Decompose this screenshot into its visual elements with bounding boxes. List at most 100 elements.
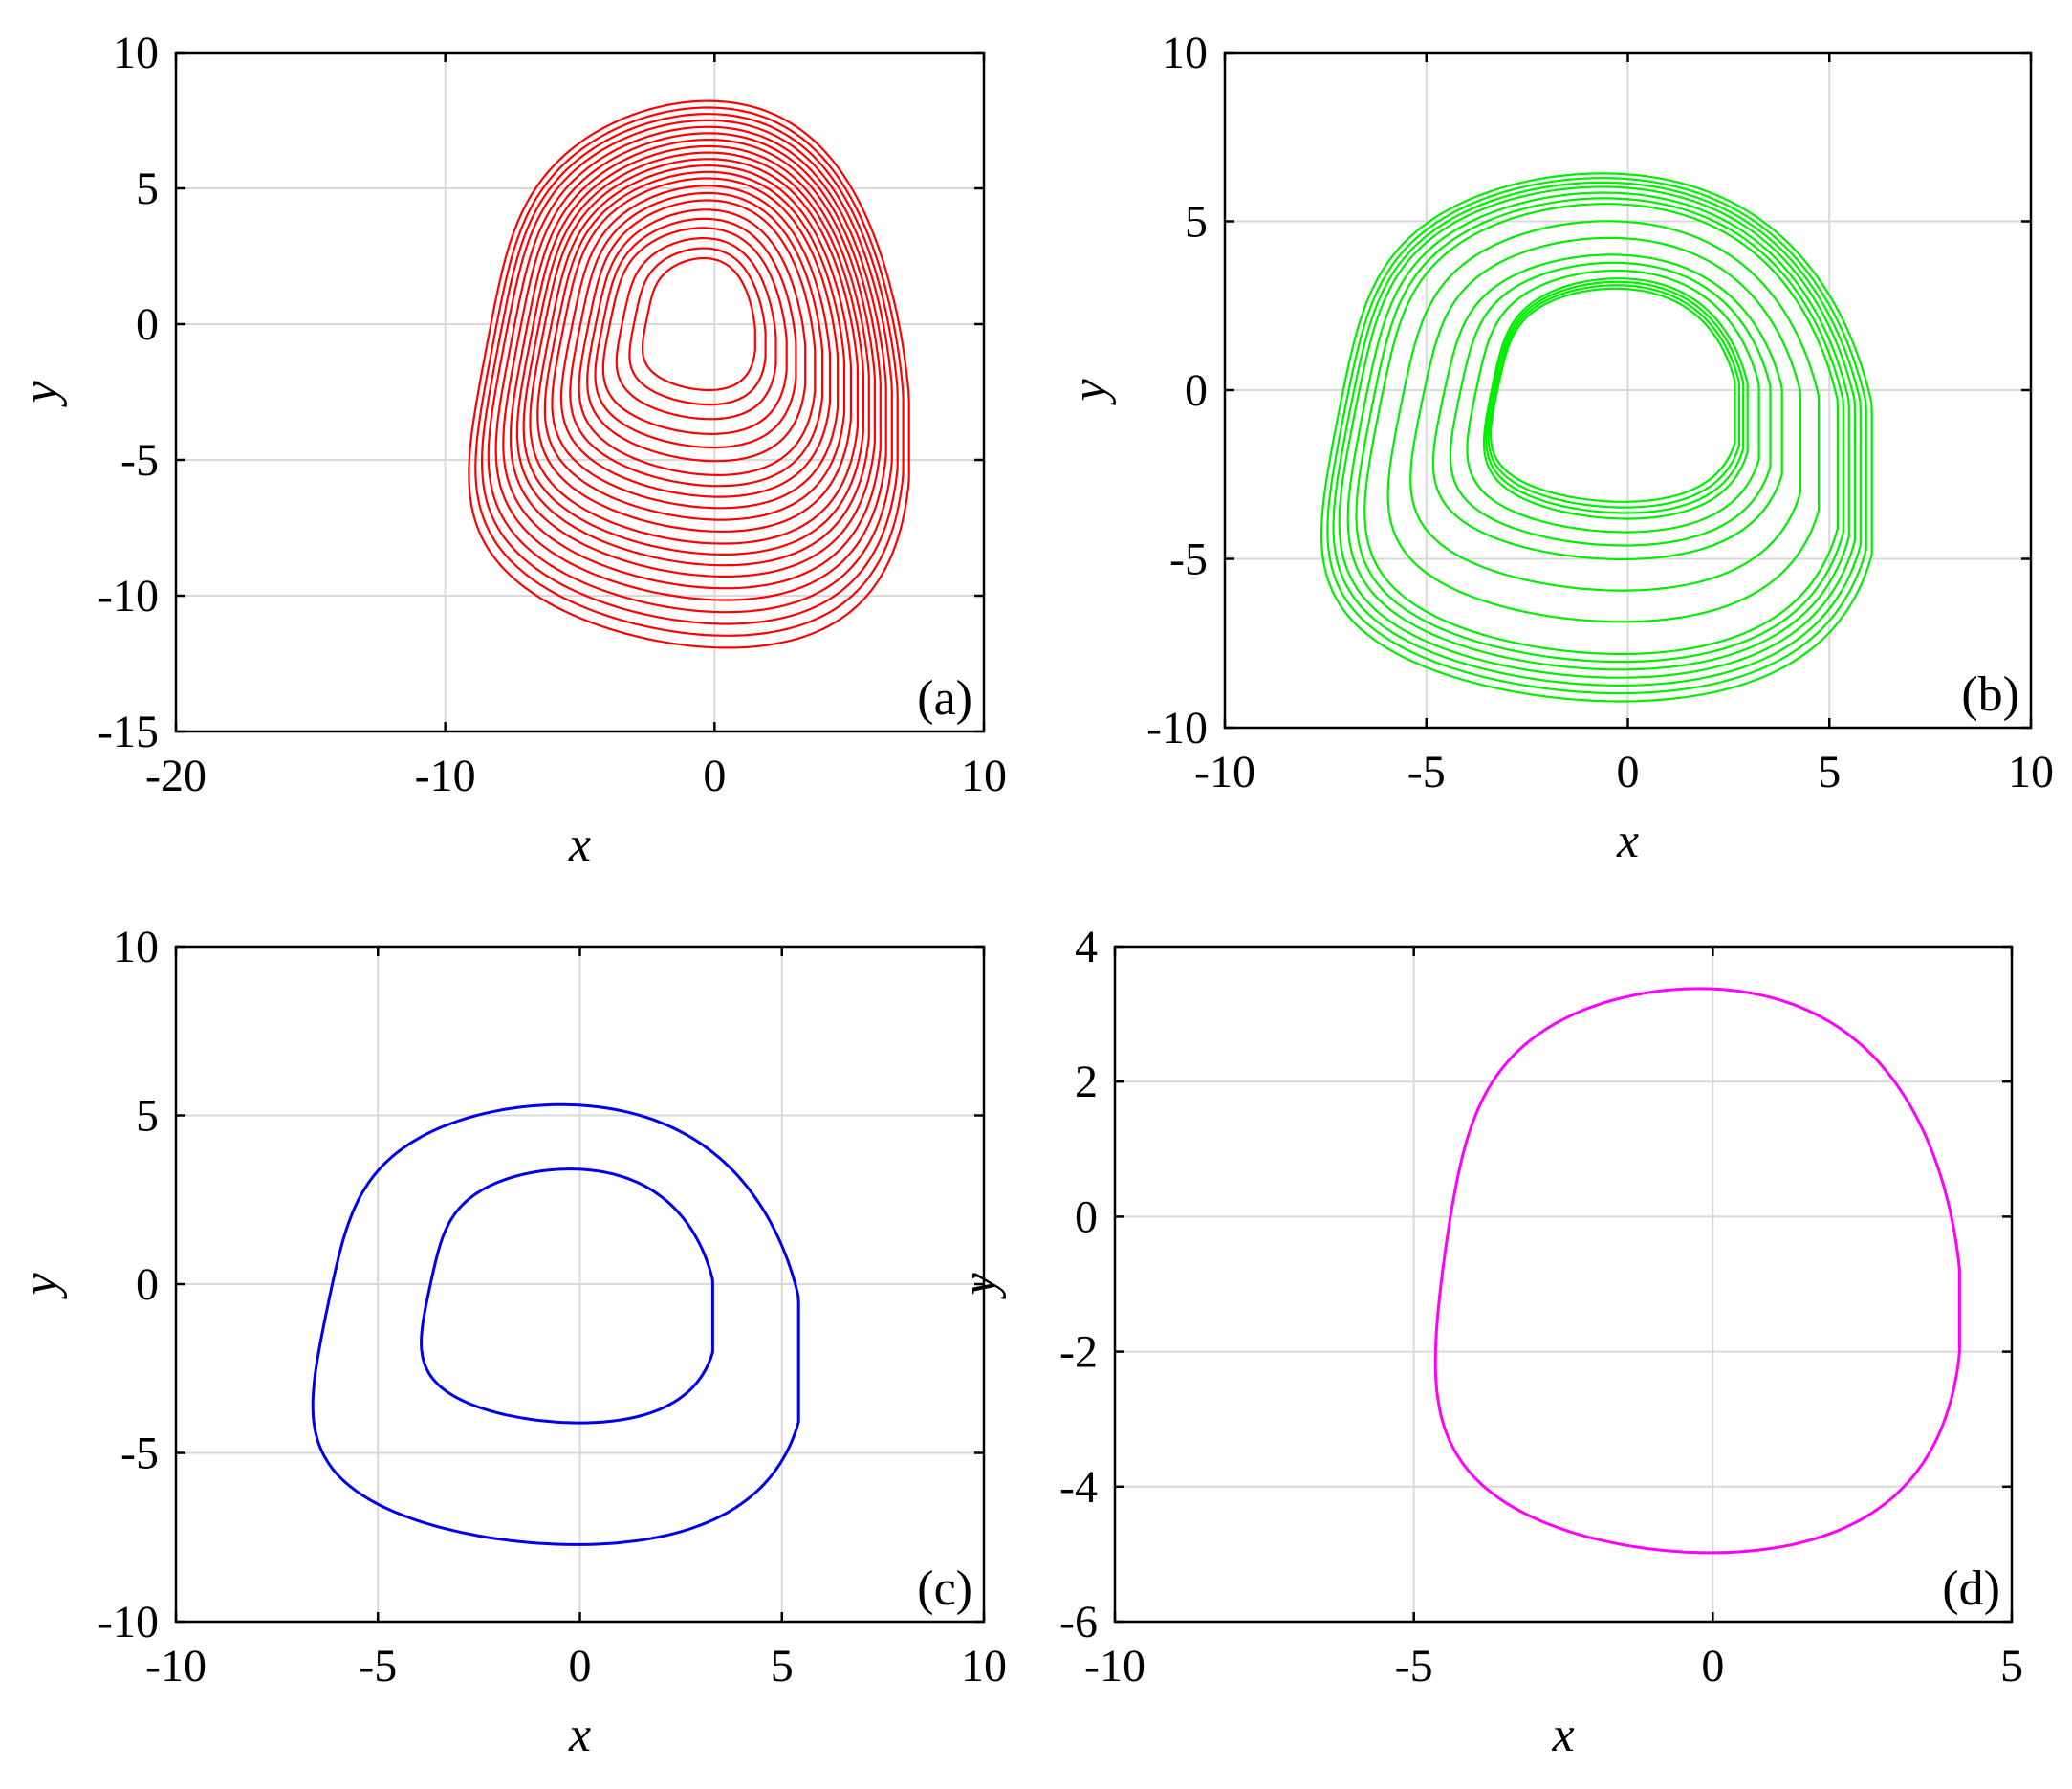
panel-label: (d)	[1942, 1561, 2000, 1616]
x-tick-label: -10	[1084, 1641, 1145, 1691]
trajectory-curve	[468, 99, 910, 649]
x-tick-label: 10	[961, 1641, 1007, 1691]
axis-ticks: -10 -5 0 5 10 -10 -5 0 5 10	[1146, 28, 2054, 797]
trajectory-loop	[594, 217, 797, 449]
x-tick-label: 5	[771, 1641, 794, 1691]
trajectory-loop	[529, 158, 860, 545]
y-tick-label: -10	[98, 571, 159, 622]
panel-d: -10 -5 0 5 -6 -4 -2 0 2 4 x y (d)	[952, 922, 2023, 1762]
x-tick-label: -5	[359, 1641, 397, 1691]
y-tick-label: 0	[1185, 365, 1208, 416]
trajectory-loop	[1409, 236, 1802, 592]
trajectory-loop	[1449, 261, 1772, 547]
y-tick-label: 10	[1162, 28, 1208, 78]
x-axis-label: x	[1616, 814, 1639, 868]
y-tick-label: 2	[1075, 1057, 1098, 1107]
y-tick-label: -6	[1059, 1597, 1098, 1647]
y-tick-label: 0	[1075, 1191, 1098, 1242]
y-axis-label: y	[952, 1273, 1007, 1300]
y-axis-label: y	[13, 1273, 68, 1300]
y-axis-label: y	[13, 381, 68, 408]
trajectory-loop	[1338, 185, 1857, 679]
trajectory-curve	[1320, 172, 1873, 703]
y-tick-label: 0	[136, 299, 159, 350]
panel-label: (a)	[917, 671, 972, 726]
trajectory-loop	[569, 191, 824, 488]
trajectory-loop	[509, 139, 877, 578]
y-tick-label: -2	[1059, 1327, 1098, 1378]
axes-frame	[1113, 945, 2014, 1624]
panel-c: -10 -5 0 5 10 -10 -5 0 5 10 x y (c)	[13, 922, 1007, 1762]
trajectory-loop	[1320, 172, 1873, 703]
x-tick-label: -10	[1194, 747, 1255, 797]
grid-lines	[176, 947, 984, 1622]
x-tick-label: 10	[961, 751, 1007, 801]
trajectory-loop	[1485, 280, 1745, 514]
x-tick-label: 5	[1818, 747, 1841, 797]
x-tick-label: 0	[703, 751, 726, 801]
trajectory-loop	[1487, 284, 1741, 509]
axis-ticks: -10 -5 0 5 10 -10 -5 0 5 10	[98, 922, 1007, 1691]
trajectory-curve	[311, 1102, 800, 1546]
axis-ticks: -10 -5 0 5 -6 -4 -2 0 2 4	[1059, 922, 2023, 1691]
x-tick-label: -20	[145, 751, 207, 801]
y-tick-label: 5	[136, 164, 159, 214]
x-tick-label: 0	[1617, 747, 1640, 797]
x-tick-label: 10	[2008, 747, 2054, 797]
trajectory-loop	[1332, 181, 1862, 687]
trajectory-loop	[536, 164, 853, 534]
trajectory-loop	[494, 125, 887, 601]
y-tick-label: -10	[98, 1597, 159, 1647]
trajectory-loop	[1355, 197, 1844, 664]
panel-label: (c)	[917, 1561, 972, 1616]
trajectory-loop	[522, 151, 865, 556]
trajectory-loop	[1346, 191, 1850, 671]
trajectory-loop	[641, 256, 756, 392]
y-tick-label: 10	[113, 28, 159, 78]
x-tick-label: -10	[415, 751, 476, 801]
trajectory-loop	[311, 1102, 800, 1546]
trajectory-loop	[1489, 287, 1736, 503]
trajectory-loop	[420, 1167, 714, 1425]
trajectory-loop	[543, 170, 846, 521]
axis-ticks: -20 -10 0 10 -15 -10 -5 0 5 10	[98, 28, 1007, 801]
axes-frame	[174, 51, 986, 733]
x-tick-label: -10	[145, 1641, 207, 1691]
y-tick-label: 10	[113, 922, 159, 972]
trajectory-loop	[468, 99, 910, 649]
y-tick-label: -5	[120, 435, 159, 486]
trajectory-loop	[474, 106, 905, 637]
trajectory-loop	[551, 177, 840, 510]
grid-lines	[1225, 53, 2031, 728]
x-axis-label: x	[568, 818, 591, 872]
y-tick-label: 0	[136, 1259, 159, 1310]
trajectory-loop	[1363, 203, 1840, 656]
trajectory-loop	[628, 247, 767, 406]
y-tick-label: -5	[120, 1429, 159, 1479]
y-axis-label: y	[1062, 379, 1117, 406]
trajectory-curve	[1433, 987, 1961, 1555]
trajectory-loop	[615, 237, 777, 421]
y-tick-label: -15	[98, 707, 159, 757]
panel-a: -20 -10 0 10 -15 -10 -5 0 5 10 x y (a)	[13, 28, 1007, 872]
trajectory-loop	[1386, 220, 1821, 623]
trajectory-loop	[586, 208, 807, 463]
trajectory-loop	[559, 185, 832, 498]
trajectory-loop	[601, 227, 788, 435]
panel-b: -10 -5 0 5 10 -10 -5 0 5 10 x y (b)	[1062, 28, 2054, 868]
trajectory-loop	[578, 199, 817, 476]
x-tick-label: 0	[569, 1641, 592, 1691]
trajectory-loop	[1482, 277, 1749, 520]
y-tick-label: 5	[1185, 197, 1208, 248]
y-tick-label: 5	[136, 1091, 159, 1142]
x-tick-label: 0	[1701, 1641, 1724, 1691]
x-axis-label: x	[568, 1708, 591, 1762]
x-tick-label: 5	[2000, 1641, 2023, 1691]
trajectory-loop	[1433, 987, 1961, 1555]
trajectory-loop	[481, 113, 899, 625]
y-tick-label: -4	[1059, 1462, 1098, 1513]
x-tick-label: -5	[1395, 1641, 1433, 1691]
trajectory-loop	[1466, 269, 1760, 534]
trajectory-loop	[515, 144, 870, 567]
